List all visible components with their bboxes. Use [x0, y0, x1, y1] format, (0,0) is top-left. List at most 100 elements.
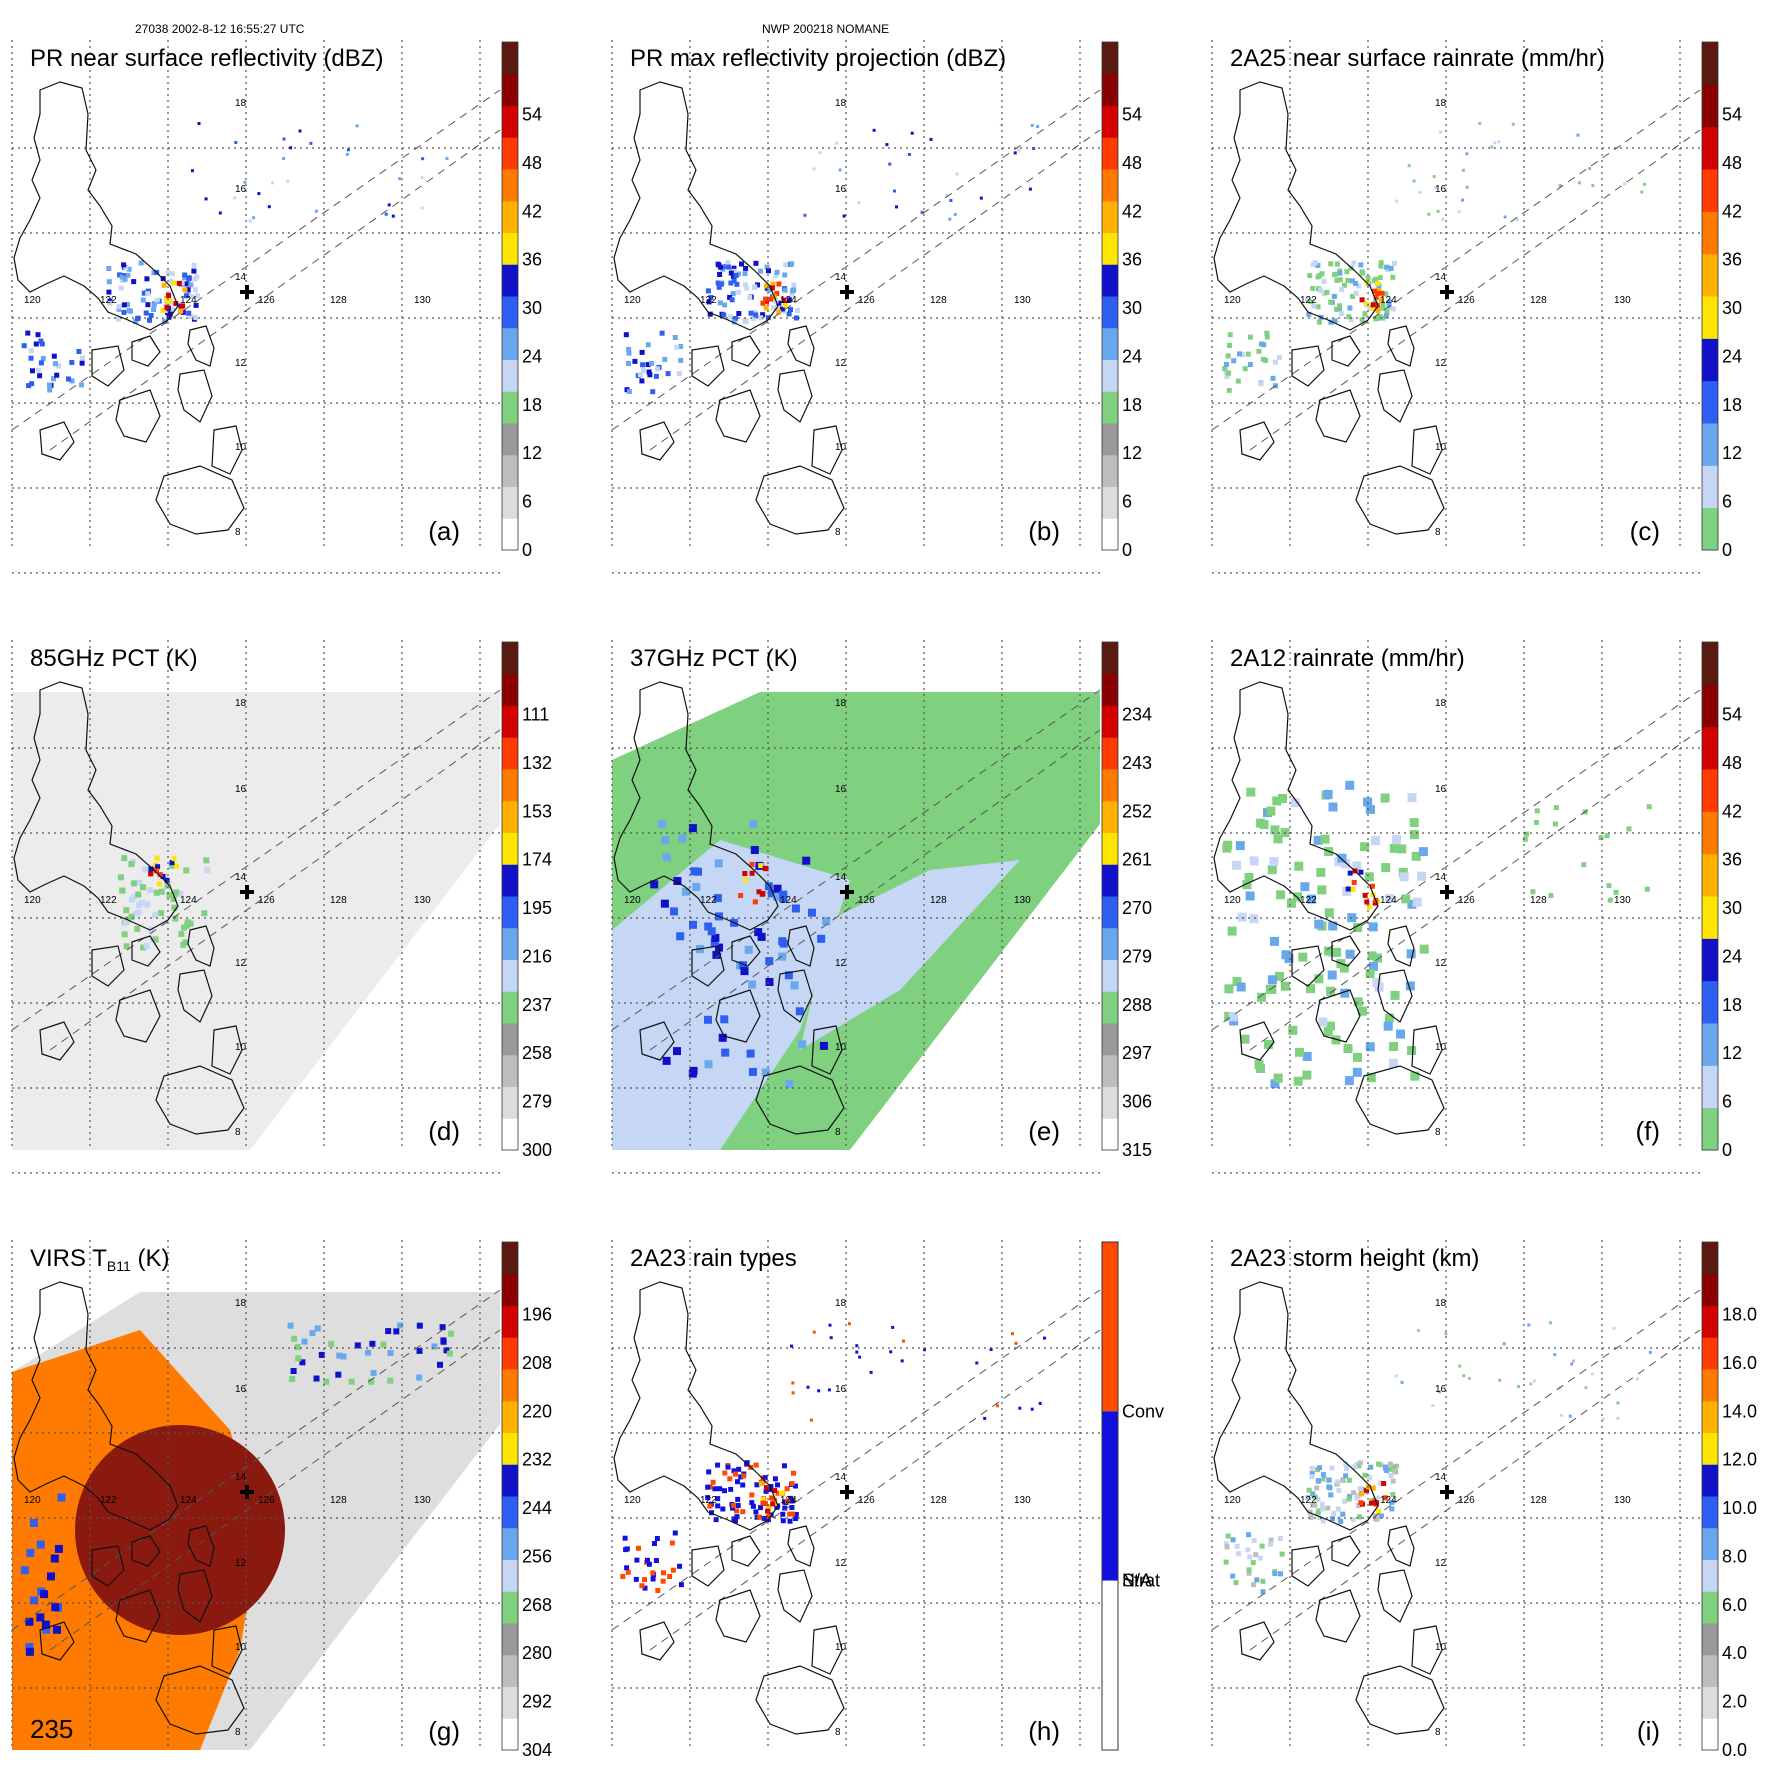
colorbar-segment [1702, 1591, 1718, 1624]
coastline [715, 989, 761, 1043]
swath-pixel [1640, 190, 1644, 194]
swath-pixel [286, 179, 290, 183]
colorbar-segment [1702, 296, 1718, 339]
swath-pixel [1259, 1543, 1265, 1549]
colorbar-segment [1702, 1559, 1718, 1592]
lat-tick-label: 8 [835, 1127, 841, 1138]
colorbar-segment [502, 1432, 518, 1465]
colorbar-frame [501, 41, 519, 551]
pct37-pixel [748, 980, 757, 989]
swath-pixel [1346, 314, 1352, 320]
core-pixel [763, 305, 769, 311]
rainrate-pixel [1272, 796, 1282, 806]
swath-pixel [1337, 303, 1342, 309]
swath-pixel [1235, 378, 1241, 384]
swath-pixel [1338, 1519, 1344, 1524]
swath-pixel [758, 1505, 764, 1511]
swath-pixel [52, 361, 58, 367]
swath-pixel [753, 1509, 759, 1515]
virs-pixel [368, 1378, 375, 1385]
lon-tick-label: 130 [414, 895, 431, 906]
pct37-pixel [739, 961, 747, 970]
swath-edge-left [611, 1289, 1101, 1631]
colorbar-segment [1702, 126, 1718, 170]
swath-pixel [744, 1460, 750, 1466]
swath-pixel [1635, 1377, 1639, 1381]
coastline [1213, 1281, 1379, 1531]
rainrate-pixel [1302, 1070, 1312, 1080]
colorbar-segment [1702, 507, 1718, 551]
swath-pixel [1346, 1496, 1352, 1502]
swath-pixel [712, 1486, 718, 1492]
swath-pixel [953, 213, 957, 216]
swath-pixel [1225, 353, 1231, 359]
swath-pixel [1310, 285, 1316, 291]
swath-pixel [1572, 1359, 1575, 1363]
pct37-pixel [710, 938, 719, 947]
swath-pixel [645, 362, 651, 368]
colorbar-segment [1702, 1527, 1718, 1560]
virs-pixel [290, 1368, 297, 1374]
colorbar-segment [1102, 737, 1118, 770]
swath-pixel [1347, 305, 1353, 311]
swath-pixel [1320, 1506, 1325, 1512]
swath-pixel [1529, 1382, 1533, 1386]
swath-pixel [872, 128, 876, 132]
coastline [13, 1281, 179, 1531]
swath-pixel [789, 1481, 795, 1486]
rainrate-pixel [1365, 969, 1375, 978]
swath-pixel [1517, 1385, 1520, 1388]
lon-tick-label: 124 [180, 1495, 197, 1506]
rainrate-pixel [1343, 1044, 1353, 1053]
colorbar-segment [1102, 864, 1118, 897]
swath-pixel [722, 1488, 727, 1494]
swath-pixel [730, 291, 736, 297]
storm-center-marker [240, 885, 254, 899]
coastline [715, 389, 761, 443]
swath-pixel [1222, 366, 1228, 372]
swath-pixel [1384, 264, 1390, 270]
colorbar-tick-label: 268 [522, 1595, 552, 1615]
swath-pixel [1431, 1404, 1435, 1407]
swath-pixel [1316, 319, 1322, 325]
swath-pixel [717, 300, 723, 306]
swath-pixel [1321, 278, 1327, 284]
swath-pixel [787, 1511, 793, 1517]
colorbar-segment [1702, 253, 1718, 297]
pct85-pixel [177, 891, 184, 898]
rainrate-pixel [1417, 871, 1427, 881]
swath-pixel [1439, 130, 1443, 134]
swath-pixel [1306, 1487, 1312, 1493]
swath-pixel [1352, 1464, 1358, 1470]
colorbar-tick-label: 36 [1722, 850, 1742, 870]
pct37-pixel [650, 880, 659, 889]
pct37-pixel [662, 853, 671, 862]
coastline [1315, 389, 1361, 443]
coastline [1387, 325, 1415, 367]
lat-tick-label: 8 [235, 1127, 241, 1138]
pct37-pixel [798, 1040, 807, 1049]
coastline [787, 925, 815, 967]
swath-pixel [1503, 215, 1507, 219]
swath-pixel [735, 1503, 741, 1508]
colorbar-frame [1701, 641, 1719, 1151]
swath-pixel [1407, 164, 1411, 168]
swath-pixel [1386, 299, 1392, 305]
swath-pixel [652, 1541, 657, 1546]
colorbar-tick-label: 18.0 [1722, 1305, 1757, 1325]
swath-pixel [1334, 277, 1340, 283]
colorbar-segment [502, 1086, 518, 1119]
colorbar-segment [1702, 1369, 1718, 1402]
storm-center-marker [1440, 285, 1454, 299]
colorbar-frame [1101, 641, 1119, 1151]
swath-pixel [1388, 1473, 1394, 1478]
swath-pixel [1335, 1479, 1341, 1485]
swath-pixel [37, 373, 43, 379]
rainrate-pixel [1419, 944, 1429, 954]
swath-pixel [421, 157, 425, 161]
swath-pixel [151, 270, 157, 276]
swath-pixel [793, 1512, 799, 1517]
swath-pixel [191, 262, 197, 268]
swath-pixel [1417, 1329, 1420, 1332]
lon-tick-label: 122 [1300, 1495, 1317, 1506]
